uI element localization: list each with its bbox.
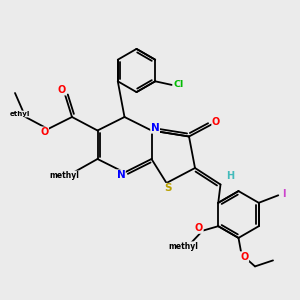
Text: O: O xyxy=(240,252,249,262)
Text: N: N xyxy=(151,123,160,133)
Text: I: I xyxy=(282,189,285,199)
Text: O: O xyxy=(212,117,220,127)
Text: O: O xyxy=(40,127,49,137)
Text: S: S xyxy=(164,183,172,194)
Text: N: N xyxy=(116,170,125,180)
Text: O: O xyxy=(195,223,203,233)
Text: methyl: methyl xyxy=(49,171,79,180)
Text: ethyl: ethyl xyxy=(9,111,30,117)
Text: O: O xyxy=(58,85,66,95)
Text: H: H xyxy=(226,171,234,181)
Text: methyl: methyl xyxy=(168,242,198,251)
Text: Cl: Cl xyxy=(173,80,183,89)
